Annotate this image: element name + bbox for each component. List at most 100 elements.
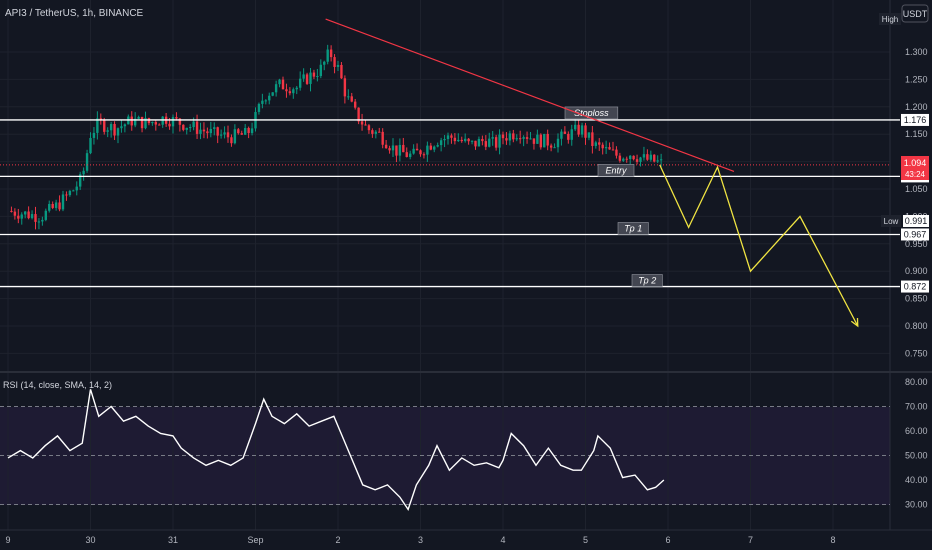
candle-body xyxy=(646,154,649,160)
time-tick-label: 7 xyxy=(748,535,753,545)
candle-body xyxy=(223,132,226,135)
candle-body xyxy=(144,118,147,129)
trendline xyxy=(325,18,735,173)
candle-body xyxy=(632,155,635,160)
candle-body xyxy=(415,148,419,151)
candle-body xyxy=(305,74,309,84)
candle-body xyxy=(285,89,288,92)
level-value-text: 1.176 xyxy=(904,115,927,125)
time-tick-label: 4 xyxy=(500,535,505,545)
candle-body xyxy=(543,133,546,148)
candle-body xyxy=(27,211,30,219)
candle-body xyxy=(367,125,371,131)
candle-body xyxy=(123,124,127,127)
rsi-tick-label: 60.00 xyxy=(905,426,928,436)
candle-body xyxy=(408,153,412,158)
price-tick-label: 0.900 xyxy=(905,266,928,276)
candle-body xyxy=(518,138,522,140)
high-label: High xyxy=(882,15,898,24)
candle-body xyxy=(477,138,481,147)
candle-body xyxy=(436,145,439,147)
candle-body xyxy=(171,117,175,127)
candle-body xyxy=(546,133,549,146)
rsi-tick-label: 30.00 xyxy=(905,500,928,510)
candle-body xyxy=(494,137,498,148)
price-tick-label: 0.800 xyxy=(905,321,928,331)
level-tag-box xyxy=(597,164,635,177)
candle-body xyxy=(422,154,426,156)
candle-body xyxy=(649,154,653,160)
candle-body xyxy=(364,124,367,126)
candle-body xyxy=(340,64,343,79)
candle-body xyxy=(412,148,415,154)
candle-body xyxy=(319,64,323,77)
level-value-badge xyxy=(901,228,929,241)
candle-body xyxy=(481,138,484,142)
candle-body xyxy=(470,140,474,142)
time-axis: 9 30 31 Sep 2 3 4 5 6 7 8 xyxy=(5,535,835,545)
candle-body xyxy=(419,150,422,155)
candle-body xyxy=(58,202,61,210)
candle-body xyxy=(82,170,85,175)
currency-button[interactable] xyxy=(901,4,929,23)
candle-body xyxy=(298,78,302,88)
candle-body xyxy=(68,190,72,196)
candle-body xyxy=(89,137,92,154)
candle-body xyxy=(333,57,336,67)
candle-body xyxy=(233,129,237,144)
candle-body xyxy=(378,131,381,133)
candle-body xyxy=(130,116,133,126)
candle-body xyxy=(532,138,536,144)
candle-body xyxy=(611,149,615,151)
candle-body xyxy=(508,133,512,141)
candle-body xyxy=(65,194,68,196)
candle-body xyxy=(34,214,37,222)
candle-body xyxy=(243,127,247,135)
price-tick-label: 1.050 xyxy=(905,184,928,194)
time-tick-label: 6 xyxy=(665,535,670,545)
time-tick-label: 8 xyxy=(830,535,835,545)
rsi-line xyxy=(7,389,665,511)
candle-body xyxy=(182,124,185,130)
candle-body xyxy=(137,116,140,119)
candle-body xyxy=(302,74,305,79)
time-tick-label: 9 xyxy=(5,535,10,545)
candle-body xyxy=(395,145,398,156)
candle-body xyxy=(505,138,508,141)
candle-body xyxy=(463,138,467,142)
candle-body xyxy=(185,127,188,130)
candle-body xyxy=(350,96,353,102)
candle-body xyxy=(560,131,563,139)
candle-body xyxy=(446,135,450,139)
candle-body xyxy=(202,129,206,132)
candle-body xyxy=(659,159,663,161)
candle-body xyxy=(312,72,316,77)
level-tag-label: Tp 1 xyxy=(624,223,642,233)
candle-body xyxy=(453,137,457,142)
candle-body xyxy=(103,120,106,132)
candle-body xyxy=(357,107,360,122)
low-value: 0.991 xyxy=(905,216,928,226)
price-tick-label: 1.250 xyxy=(905,74,928,84)
candle-body xyxy=(116,128,120,136)
candle-body xyxy=(336,64,340,67)
candle-body xyxy=(653,154,656,162)
candle-body xyxy=(429,145,433,150)
candle-body xyxy=(460,139,463,142)
candle-body xyxy=(281,79,285,90)
candle-body xyxy=(154,122,158,125)
candle-body xyxy=(17,215,20,219)
candle-body xyxy=(587,132,591,138)
candle-body xyxy=(175,117,178,119)
forecast-path xyxy=(659,164,859,327)
candle-body xyxy=(37,221,41,223)
time-tick-label: 5 xyxy=(583,535,588,545)
candle-body xyxy=(353,101,357,108)
candle-body xyxy=(405,152,408,158)
candle-body xyxy=(161,116,164,125)
level-value-text: 0.967 xyxy=(904,229,927,239)
candle-body xyxy=(78,174,82,187)
level-tag-box xyxy=(564,106,619,120)
candle-body xyxy=(226,132,230,138)
